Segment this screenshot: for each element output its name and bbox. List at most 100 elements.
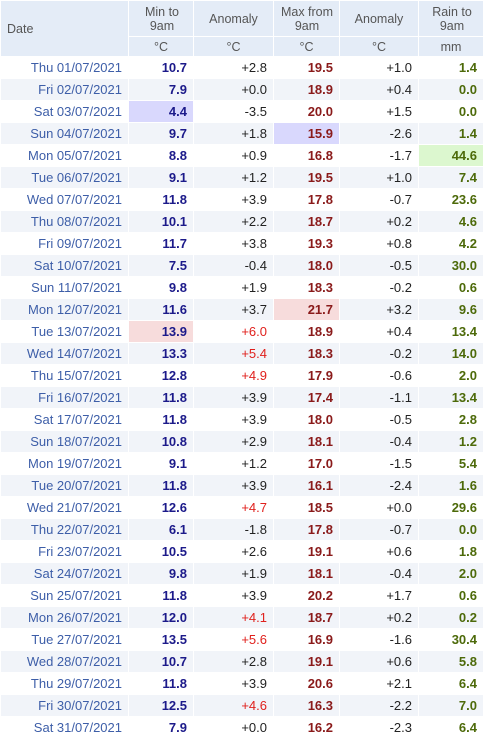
rain-cell: 13.4 — [418, 386, 483, 409]
max-cell: 18.5 — [273, 496, 340, 519]
anom-cell: +0.9 — [193, 144, 274, 167]
max-cell: 18.0 — [273, 254, 340, 277]
rain-cell: 1.8 — [418, 540, 483, 563]
date-cell: Sun 11/07/2021 — [0, 276, 129, 299]
rain-cell: 5.8 — [418, 650, 483, 673]
min-cell: 8.8 — [128, 144, 194, 167]
anom-cell: +3.2 — [339, 298, 419, 321]
table-row: Sat 03/07/2021 4.4 -3.5 20.0 +1.5 0.0 — [0, 100, 483, 123]
table-row: Sun 25/07/2021 11.8 +3.9 20.2 +1.7 0.6 — [0, 584, 483, 607]
rain-cell: 4.6 — [418, 210, 483, 233]
date-cell: Fri 23/07/2021 — [0, 540, 129, 563]
date-cell: Wed 07/07/2021 — [0, 188, 129, 211]
max-cell: 16.9 — [273, 628, 340, 651]
anom-cell: +3.9 — [193, 474, 274, 497]
min-cell: 11.6 — [128, 298, 194, 321]
anom-cell: +3.8 — [193, 232, 274, 255]
max-cell: 17.9 — [273, 364, 340, 387]
table-body: Thu 01/07/2021 10.7 +2.8 19.5 +1.0 1.4 Fri 02/… — [0, 56, 483, 739]
date-cell: Wed 21/07/2021 — [0, 496, 129, 519]
anom-cell: +0.4 — [339, 320, 419, 343]
anom-cell: +0.0 — [193, 716, 274, 739]
date-cell: Tue 13/07/2021 — [0, 320, 129, 343]
anom-cell: +0.6 — [339, 650, 419, 673]
unit-row: °C °C °C °C mm — [1, 36, 483, 57]
date-cell: Tue 20/07/2021 — [0, 474, 129, 497]
date-cell: Sat 17/07/2021 — [0, 408, 129, 431]
date-cell: Fri 02/07/2021 — [0, 78, 129, 101]
anom-cell: -1.7 — [339, 144, 419, 167]
max-cell: 17.0 — [273, 452, 340, 475]
anom-cell: +0.4 — [339, 78, 419, 101]
table-row: Thu 22/07/2021 6.1 -1.8 17.8 -0.7 0.0 — [0, 518, 483, 541]
min-cell: 12.6 — [128, 496, 194, 519]
max-cell: 17.8 — [273, 518, 340, 541]
column-header: Date — [0, 0, 129, 57]
anom-cell: +2.1 — [339, 672, 419, 695]
table-row: Wed 21/07/2021 12.6 +4.7 18.5 +0.0 29.6 — [0, 496, 483, 519]
anom-cell: +0.8 — [339, 232, 419, 255]
rain-cell: 29.6 — [418, 496, 483, 519]
date-cell: Sat 03/07/2021 — [0, 100, 129, 123]
anom-cell: -2.4 — [339, 474, 419, 497]
table-row: Fri 23/07/2021 10.5 +2.6 19.1 +0.6 1.8 — [0, 540, 483, 563]
anom-cell: -2.2 — [339, 694, 419, 717]
rain-cell: 23.6 — [418, 188, 483, 211]
rain-cell: 0.0 — [418, 78, 483, 101]
min-cell: 11.8 — [128, 584, 194, 607]
date-cell: Fri 16/07/2021 — [0, 386, 129, 409]
max-cell: 18.1 — [273, 562, 340, 585]
anom-cell: -0.4 — [339, 562, 419, 585]
table-row: Wed 28/07/2021 10.7 +2.8 19.1 +0.6 5.8 — [0, 650, 483, 673]
table-row: Sat 31/07/2021 7.9 +0.0 16.2 -2.3 6.4 — [0, 716, 483, 739]
anom-cell: +4.6 — [193, 694, 274, 717]
date-cell: Sun 25/07/2021 — [0, 584, 129, 607]
anom-cell: +1.9 — [193, 562, 274, 585]
min-cell: 10.1 — [128, 210, 194, 233]
column-unit: mm — [418, 36, 483, 57]
max-cell: 16.3 — [273, 694, 340, 717]
table-row: Fri 09/07/2021 11.7 +3.8 19.3 +0.8 4.2 — [0, 232, 483, 255]
min-cell: 13.5 — [128, 628, 194, 651]
anom-cell: +2.8 — [193, 56, 274, 79]
rain-cell: 0.0 — [418, 518, 483, 541]
min-cell: 4.4 — [128, 100, 194, 123]
min-cell: 12.5 — [128, 694, 194, 717]
anom-cell: +0.2 — [339, 210, 419, 233]
rain-cell: 2.0 — [418, 562, 483, 585]
anom-cell: +6.0 — [193, 320, 274, 343]
table-row: Thu 01/07/2021 10.7 +2.8 19.5 +1.0 1.4 — [0, 56, 483, 79]
anom-cell: -1.6 — [339, 628, 419, 651]
date-cell: Thu 29/07/2021 — [0, 672, 129, 695]
max-cell: 19.1 — [273, 650, 340, 673]
date-cell: Thu 01/07/2021 — [0, 56, 129, 79]
min-cell: 11.8 — [128, 474, 194, 497]
anom-cell: -0.4 — [193, 254, 274, 277]
min-cell: 10.5 — [128, 540, 194, 563]
min-cell: 12.8 — [128, 364, 194, 387]
anom-cell: +3.9 — [193, 672, 274, 695]
rain-cell: 1.4 — [418, 122, 483, 145]
rain-cell: 0.6 — [418, 276, 483, 299]
date-cell: Mon 05/07/2021 — [0, 144, 129, 167]
anom-cell: +5.4 — [193, 342, 274, 365]
anom-cell: +1.0 — [339, 166, 419, 189]
table-row: Wed 14/07/2021 13.3 +5.4 18.3 -0.2 14.0 — [0, 342, 483, 365]
min-cell: 11.7 — [128, 232, 194, 255]
max-cell: 18.1 — [273, 430, 340, 453]
max-cell: 19.5 — [273, 56, 340, 79]
anom-cell: +4.1 — [193, 606, 274, 629]
column-unit: °C — [273, 36, 340, 57]
column-header: Rain to 9am — [418, 0, 483, 37]
anom-cell: -0.5 — [339, 254, 419, 277]
table-row: Mon 12/07/2021 11.6 +3.7 21.7 +3.2 9.6 — [0, 298, 483, 321]
max-cell: 21.7 — [273, 298, 340, 321]
min-cell: 12.0 — [128, 606, 194, 629]
rain-cell: 1.4 — [418, 56, 483, 79]
column-title: Anomaly — [209, 11, 258, 26]
column-header: Anomaly — [339, 0, 419, 37]
max-cell: 20.6 — [273, 672, 340, 695]
anom-cell: +1.2 — [193, 166, 274, 189]
rain-cell: 9.6 — [418, 298, 483, 321]
date-cell: Sun 04/07/2021 — [0, 122, 129, 145]
